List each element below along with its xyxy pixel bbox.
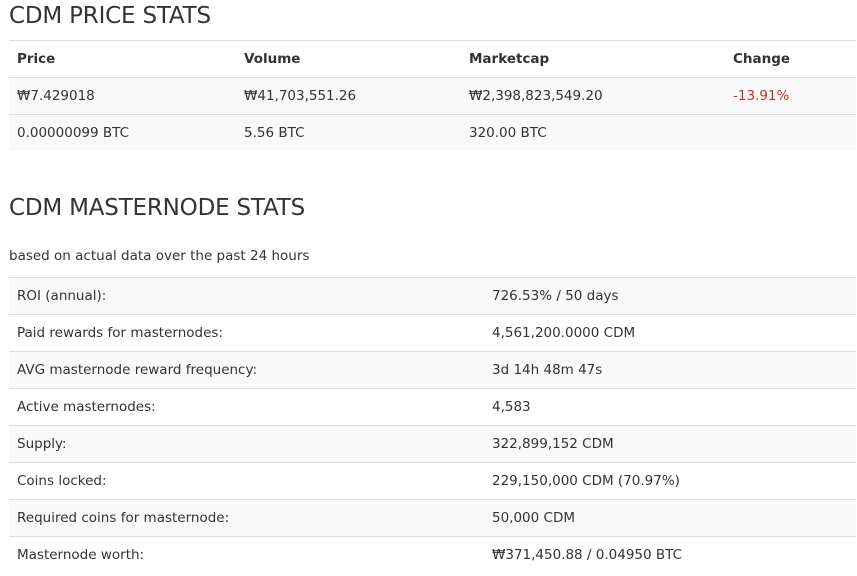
price-stats-table: Price Volume Marketcap Change ₩7.429018 … [9, 40, 856, 151]
marketcap-value: ₩2,398,823,549.20 [469, 88, 603, 104]
table-row: Paid rewards for masternodes: 4,561,200.… [9, 314, 856, 352]
masternode-stats-subtitle: based on actual data over the past 24 ho… [9, 248, 310, 264]
change-value: -13.91% [733, 88, 790, 104]
table-row: ₩7.429018 ₩41,703,551.26 ₩2,398,823,549.… [9, 77, 856, 115]
stat-value: 4,583 [492, 399, 531, 415]
table-row: 0.00000099 BTC 5.56 BTC 320.00 BTC [9, 114, 856, 152]
table-row: Required coins for masternode: 50,000 CD… [9, 499, 856, 537]
stat-label: Required coins for masternode: [17, 510, 230, 526]
column-header-volume: Volume [244, 51, 301, 67]
marketcap-value: 320.00 BTC [469, 125, 547, 141]
column-header-marketcap: Marketcap [469, 51, 550, 67]
masternode-stats-title: CDM MASTERNODE STATS [9, 195, 305, 221]
table-header-row: Price Volume Marketcap Change [9, 40, 856, 78]
stat-value: 3d 14h 48m 47s [492, 362, 603, 378]
stat-value: 50,000 CDM [492, 510, 575, 526]
stat-label: Paid rewards for masternodes: [17, 325, 223, 341]
stat-value: 322,899,152 CDM [492, 436, 614, 452]
table-row: Coins locked: 229,150,000 CDM (70.97%) [9, 462, 856, 500]
stat-label: Coins locked: [17, 473, 107, 489]
table-row: ROI (annual): 726.53% / 50 days [9, 277, 856, 315]
column-header-change: Change [733, 51, 791, 67]
stat-label: Supply: [17, 436, 67, 452]
stat-value: ₩371,450.88 / 0.04950 BTC [492, 547, 683, 564]
masternode-stats-table: ROI (annual): 726.53% / 50 days Paid rew… [9, 277, 856, 574]
stat-value: 4,561,200.0000 CDM [492, 325, 636, 341]
stat-label: AVG masternode reward frequency: [17, 362, 258, 378]
price-value: ₩7.429018 [17, 88, 95, 104]
stat-label: ROI (annual): [17, 288, 107, 304]
volume-value: 5.56 BTC [244, 125, 305, 141]
table-row: AVG masternode reward frequency: 3d 14h … [9, 351, 856, 389]
stat-label: Active masternodes: [17, 399, 156, 415]
table-row: Masternode worth: ₩371,450.88 / 0.04950 … [9, 536, 856, 574]
volume-value: ₩41,703,551.26 [244, 88, 357, 104]
stat-label: Masternode worth: [17, 547, 145, 564]
change-value [725, 115, 856, 152]
price-stats-title: CDM PRICE STATS [9, 3, 211, 29]
stat-value: 229,150,000 CDM (70.97%) [492, 473, 680, 489]
table-row: Active masternodes: 4,583 [9, 388, 856, 426]
column-header-price: Price [17, 51, 56, 67]
table-row: Supply: 322,899,152 CDM [9, 425, 856, 463]
price-value: 0.00000099 BTC [17, 125, 130, 141]
stat-value: 726.53% / 50 days [492, 288, 619, 304]
